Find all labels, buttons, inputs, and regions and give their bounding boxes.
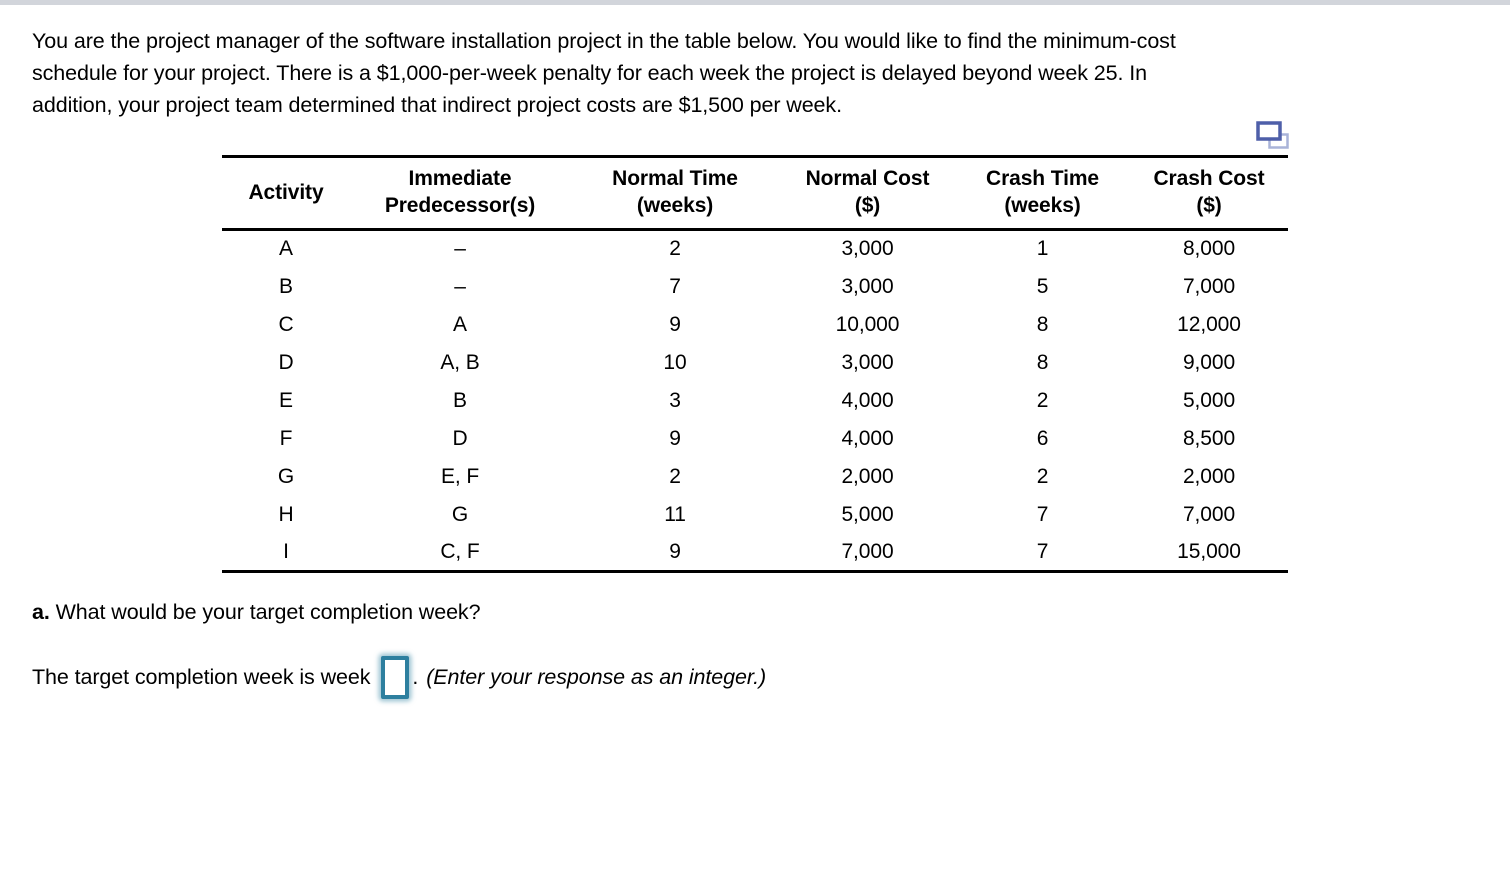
cell-crash-cost: 5,000	[1182, 388, 1236, 412]
cell-crash-cost: 12,000	[1177, 312, 1241, 336]
cell-crash-time: 8	[1036, 350, 1049, 374]
copy-table-popout-icon	[1256, 121, 1289, 149]
cell-crash-cost: 15,000	[1177, 539, 1241, 563]
table-row: G E, F 2 2,000 2 2,000	[222, 458, 1288, 496]
cell-crash-cost: 9,000	[1182, 350, 1236, 374]
table-row: A – 2 3,000 1 8,000	[222, 230, 1288, 268]
cell-normal-cost: 2,000	[841, 464, 894, 488]
cell-normal-cost: 7,000	[841, 539, 894, 563]
col-header-immediate-predecessors: Immediate Predecessor(s)	[350, 156, 570, 231]
activity-cost-table: Activity Immediate Predecessor(s) Normal …	[222, 155, 1288, 573]
cell-predecessors: –	[454, 274, 466, 298]
question-a-text: What would be your target completion wee…	[49, 600, 481, 624]
cell-normal-cost: 4,000	[841, 388, 894, 412]
cell-crash-time: 8	[1036, 312, 1049, 336]
table-row: H G 11 5,000 7 7,000	[222, 496, 1288, 534]
answer-hint: (Enter your response as an integer.)	[426, 664, 767, 689]
col-header-activity: Activity	[222, 156, 350, 231]
table-header-row: Activity Immediate Predecessor(s) Normal …	[222, 156, 1288, 231]
cell-predecessors: A	[453, 312, 467, 336]
cell-activity: D	[278, 350, 294, 374]
cell-crash-time: 5	[1036, 274, 1049, 298]
cell-predecessors: E, F	[440, 464, 480, 488]
cell-normal-cost: 10,000	[835, 312, 900, 336]
cell-activity: I	[283, 539, 289, 563]
problem-statement-line: addition, your project team determined t…	[32, 93, 842, 117]
table-row: F D 9 4,000 6 8,500	[222, 420, 1288, 458]
answer-line: The target completion week is week . (En…	[32, 648, 766, 706]
cell-crash-cost: 2,000	[1182, 464, 1236, 488]
cell-activity: H	[278, 502, 294, 526]
cell-normal-cost: 3,000	[841, 274, 894, 298]
question-a: a. What would be your target completion …	[32, 600, 481, 625]
answer-period: .	[412, 664, 419, 689]
cell-predecessors: A, B	[440, 350, 480, 374]
cell-normal-time: 7	[669, 274, 681, 298]
cell-activity: F	[279, 426, 293, 450]
cell-predecessors: G	[451, 502, 469, 526]
window-top-strip	[0, 0, 1510, 5]
table-row: C A 9 10,000 8 12,000	[222, 306, 1288, 344]
cell-normal-time: 2	[669, 237, 681, 261]
cell-normal-time: 2	[669, 464, 681, 488]
cell-normal-cost: 3,000	[841, 350, 894, 374]
cell-crash-time: 2	[1036, 464, 1049, 488]
cell-activity: G	[277, 464, 295, 488]
cell-normal-time: 10	[663, 350, 687, 374]
cell-crash-cost: 8,500	[1182, 426, 1236, 450]
completion-week-input[interactable]	[381, 655, 410, 699]
table-row: D A, B 10 3,000 8 9,000	[222, 344, 1288, 382]
cell-crash-time: 7	[1036, 539, 1049, 563]
cell-normal-time: 9	[669, 312, 681, 336]
problem-statement: You are the project manager of the softw…	[32, 25, 1176, 121]
cell-crash-cost: 7,000	[1182, 274, 1236, 298]
col-header-crash-time: Crash Time (weeks)	[955, 156, 1130, 231]
cell-normal-time: 9	[669, 426, 681, 450]
cell-normal-cost: 4,000	[841, 426, 894, 450]
cell-normal-time: 3	[669, 388, 681, 412]
cell-crash-cost: 7,000	[1182, 502, 1236, 526]
table-row: I C, F 9 7,000 7 15,000	[222, 534, 1288, 572]
answer-prefix: The target completion week is week	[32, 664, 371, 689]
col-header-normal-cost: Normal Cost ($)	[780, 156, 955, 231]
problem-statement-line: schedule for your project. There is a $1…	[32, 61, 1147, 85]
cell-predecessors: B	[453, 388, 467, 412]
cell-activity: E	[279, 388, 293, 412]
cell-crash-time: 7	[1036, 502, 1049, 526]
copy-table-popout-button[interactable]	[1255, 119, 1291, 155]
cell-predecessors: –	[454, 237, 466, 261]
col-header-crash-cost: Crash Cost ($)	[1130, 156, 1288, 231]
problem-statement-line: You are the project manager of the softw…	[32, 29, 1176, 53]
cell-activity: C	[278, 312, 294, 336]
table-row: B – 7 3,000 5 7,000	[222, 268, 1288, 306]
cell-crash-time: 6	[1036, 426, 1049, 450]
col-header-normal-time: Normal Time (weeks)	[570, 156, 780, 231]
cell-predecessors: C, F	[440, 539, 480, 563]
cell-crash-cost: 8,000	[1182, 237, 1236, 261]
cell-crash-time: 1	[1036, 237, 1049, 261]
cell-normal-time: 9	[669, 539, 681, 563]
cell-crash-time: 2	[1036, 388, 1049, 412]
cell-normal-cost: 3,000	[841, 237, 894, 261]
cell-normal-cost: 5,000	[841, 502, 894, 526]
question-a-label: a.	[32, 600, 50, 624]
cell-activity: B	[279, 274, 293, 298]
cell-normal-time: 11	[664, 502, 686, 526]
cell-predecessors: D	[452, 426, 468, 450]
table-row: E B 3 4,000 2 5,000	[222, 382, 1288, 420]
cell-activity: A	[279, 237, 293, 261]
